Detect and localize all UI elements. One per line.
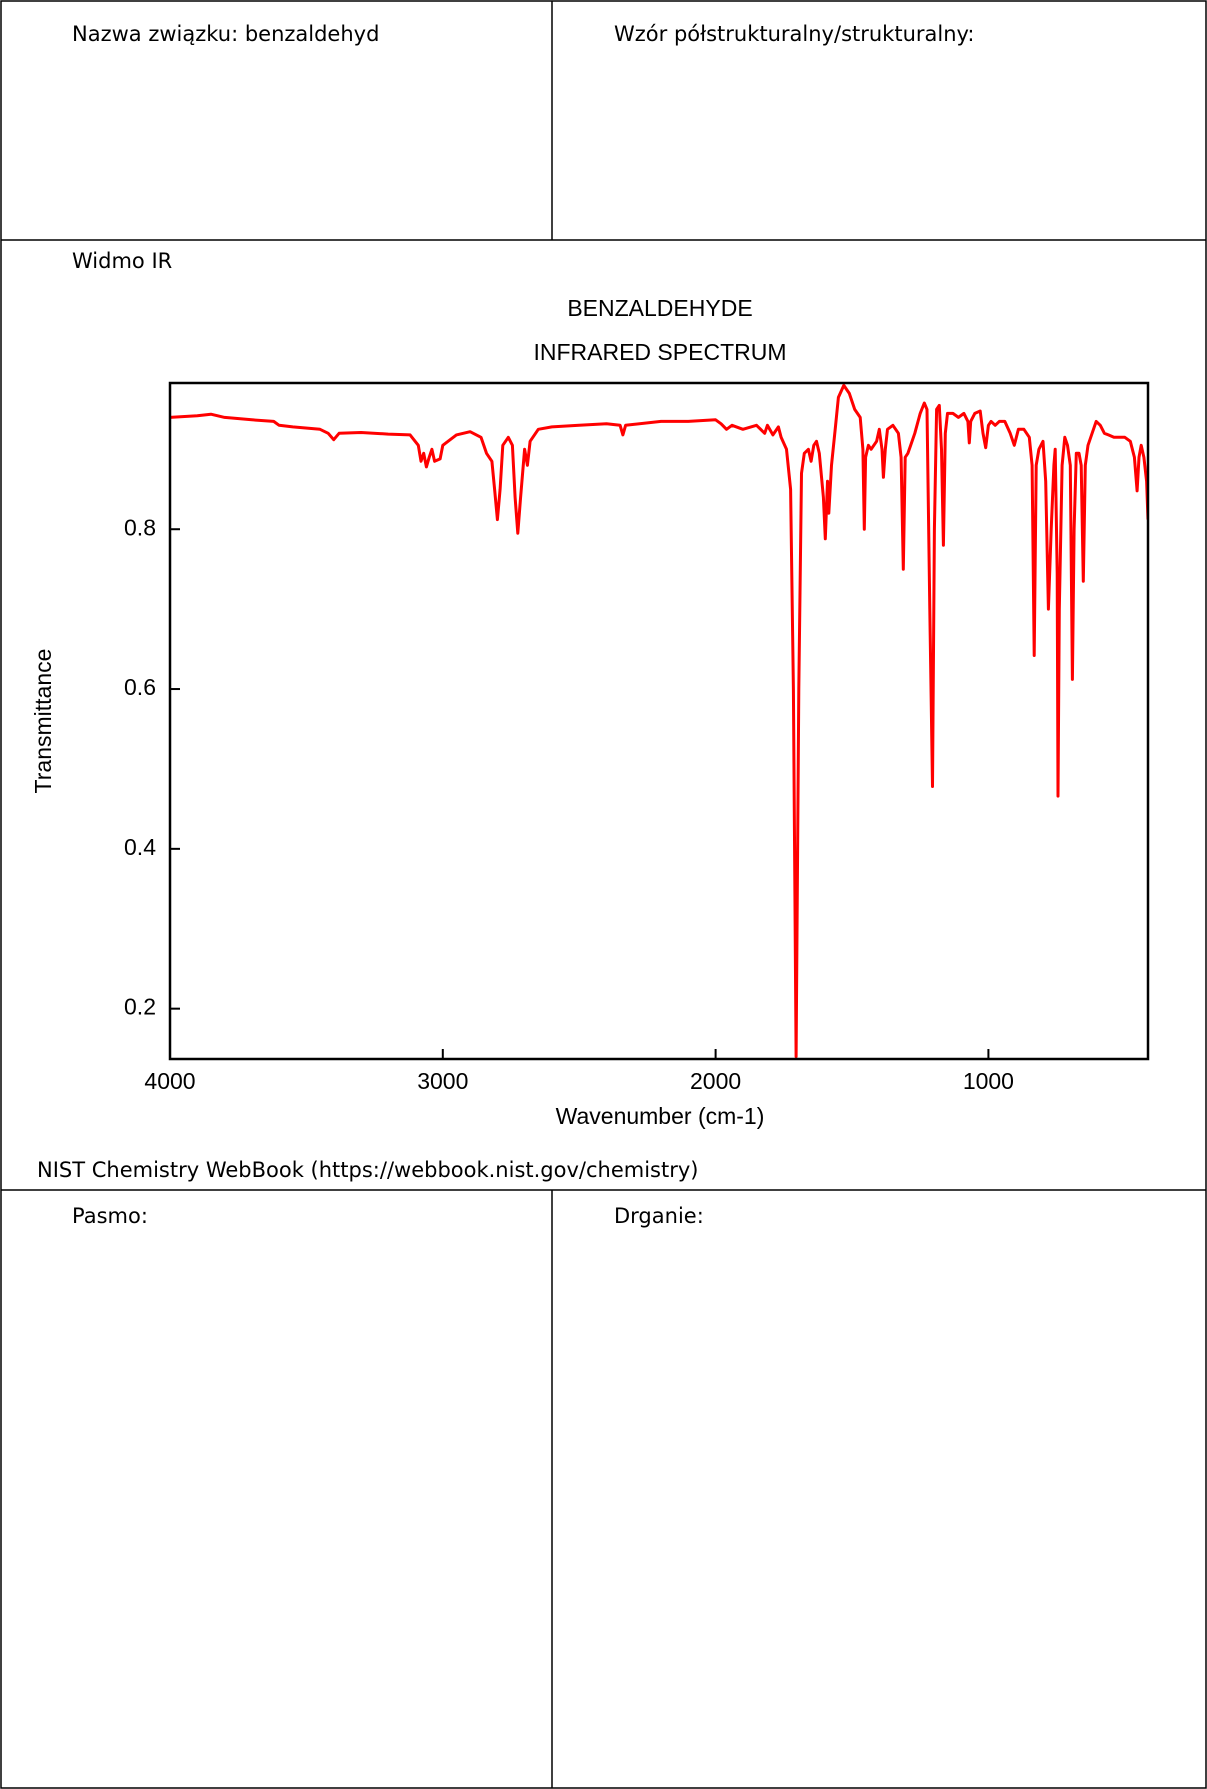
y-tick-label: 0.6 bbox=[124, 674, 156, 700]
chart-title: BENZALDEHYDE bbox=[567, 295, 752, 321]
band-label: Pasmo: bbox=[72, 1204, 148, 1228]
source-note: NIST Chemistry WebBook (https://webbook.… bbox=[37, 1158, 698, 1182]
plot-frame bbox=[168, 381, 1150, 1061]
x-axis-label: Wavenumber (cm-1) bbox=[556, 1103, 765, 1129]
y-tick-label: 0.4 bbox=[124, 834, 156, 860]
y-tick-label: 0.2 bbox=[124, 994, 156, 1020]
x-tick-label: 4000 bbox=[144, 1068, 195, 1094]
spectrum-line bbox=[170, 383, 1148, 1059]
formula-label: Wzór półstrukturalny/strukturalny: bbox=[614, 22, 975, 46]
x-tick-label: 1000 bbox=[963, 1068, 1014, 1094]
x-tick-label: 2000 bbox=[690, 1068, 741, 1094]
y-axis-label: Transmittance bbox=[30, 649, 56, 794]
compound-name: Nazwa związku: benzaldehyd bbox=[72, 22, 379, 46]
chart-subtitle: INFRARED SPECTRUM bbox=[533, 339, 786, 365]
x-tick-label: 3000 bbox=[417, 1068, 468, 1094]
vibration-label: Drganie: bbox=[614, 1204, 704, 1228]
y-tick-label: 0.8 bbox=[124, 514, 156, 540]
section-label: Widmo IR bbox=[72, 249, 172, 273]
